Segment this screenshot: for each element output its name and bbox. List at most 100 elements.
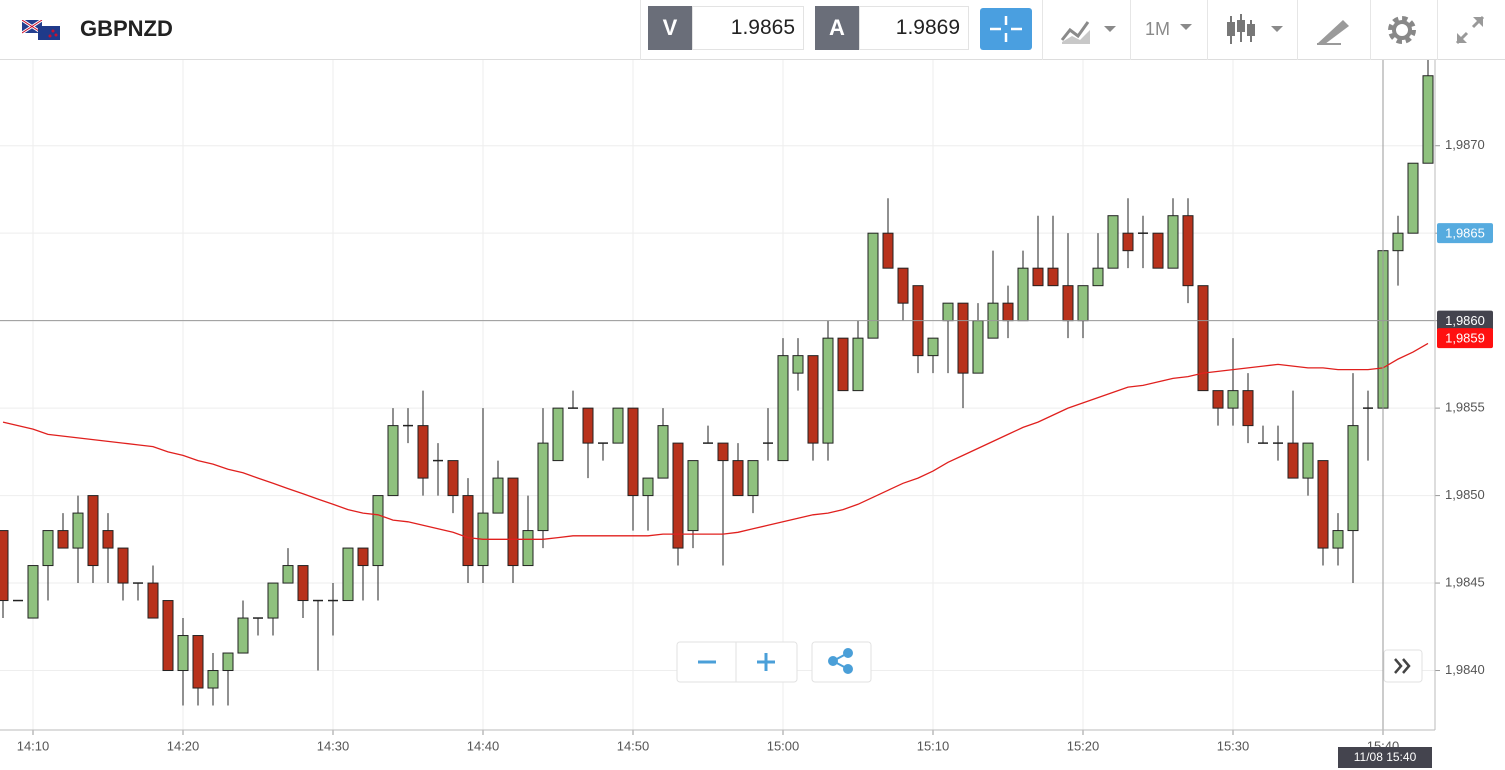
candle-body [387, 425, 399, 497]
separator [1130, 0, 1131, 60]
price-tag [1437, 310, 1493, 331]
candle-body [267, 582, 279, 619]
separator [1042, 0, 1043, 60]
x-tick-label: 15:00 [767, 738, 800, 753]
candle-body [1077, 285, 1089, 322]
candle-body [672, 442, 684, 549]
candle-body [1212, 390, 1224, 409]
candle-body [1032, 267, 1044, 287]
timeframe-button[interactable]: 1M [1145, 19, 1171, 39]
candle-body [1017, 267, 1029, 322]
candle-body [0, 530, 9, 602]
crosshair-button[interactable] [980, 8, 1032, 50]
candle-body [1227, 390, 1239, 409]
candle-body [1062, 285, 1074, 322]
crosshair-icon [990, 16, 1022, 42]
candle-body [1047, 267, 1059, 287]
over-layer: 1,9865 1,9860 1,9859 11/08 15:40 [0, 60, 1493, 768]
fullscreen-button[interactable] [1453, 13, 1487, 47]
time-tag [1338, 747, 1432, 768]
bid-label[interactable]: V [648, 6, 692, 50]
x-tick-label: 15:30 [1217, 738, 1250, 753]
candle-body [237, 617, 249, 654]
candle-body [882, 232, 894, 269]
candle-body [507, 477, 519, 567]
x-tick-label: 14:20 [167, 738, 200, 753]
share-icon [828, 648, 853, 674]
candle-body [927, 337, 939, 357]
double-chevron-icon [1394, 658, 1411, 674]
x-tick-label: 14:40 [467, 738, 500, 753]
ask-label[interactable]: A [815, 6, 859, 50]
price-tag-label: 1,9859 [1445, 331, 1485, 346]
candle-body [162, 600, 174, 672]
x-tick-label: 15:20 [1067, 738, 1100, 753]
price-tag [1437, 223, 1493, 244]
ask-price[interactable]: 1.9869 [859, 6, 969, 50]
candle-body [1347, 425, 1359, 532]
candle-body [102, 530, 114, 549]
candle-body [747, 460, 759, 497]
zoom-panel [676, 641, 798, 683]
candle-body [1302, 442, 1314, 479]
candle-style-button[interactable] [1225, 12, 1287, 48]
candle-body [207, 670, 219, 689]
separator [1370, 0, 1371, 60]
candle-body [897, 267, 909, 304]
candle-body [537, 442, 549, 532]
chart-type-button[interactable] [1058, 16, 1120, 46]
candle-body [27, 565, 39, 619]
scroll-end-button[interactable] [1383, 649, 1423, 683]
candle-body [1392, 232, 1404, 252]
candle-body [807, 355, 819, 444]
time-tag-label: 11/08 15:40 [1354, 750, 1417, 764]
y-tick-label: 1,9840 [1445, 662, 1485, 677]
price-tag [1437, 328, 1493, 349]
candle-body [1287, 442, 1299, 479]
ma-layer [2, 342, 1429, 540]
candle-body [117, 547, 129, 584]
x-tick-label: 14:50 [617, 738, 650, 753]
y-tick-label: 1,9850 [1445, 487, 1485, 502]
candle-body [492, 477, 504, 514]
y-tick-label: 1,9845 [1445, 574, 1485, 589]
candle-body [657, 425, 669, 479]
candle-body [837, 337, 849, 392]
price-tag-label: 1,9860 [1445, 313, 1485, 328]
price-tag-label: 1,9865 [1445, 226, 1485, 241]
candle-body [957, 302, 969, 374]
separator [1297, 0, 1298, 60]
candle-body [222, 652, 234, 672]
candle-body [1182, 215, 1194, 287]
candle-body [1422, 75, 1434, 164]
candle-body [942, 302, 954, 322]
drawing-tools-button[interactable] [1313, 14, 1353, 46]
candle-body [1197, 285, 1209, 392]
candle-body [192, 635, 204, 689]
candle-body [972, 320, 984, 374]
separator [1207, 0, 1208, 60]
candle-body [792, 355, 804, 374]
candle-body [1407, 162, 1419, 234]
candle-body [1242, 390, 1254, 427]
bid-price[interactable]: 1.9865 [692, 6, 804, 50]
candle-body [642, 477, 654, 497]
candle-body [1122, 232, 1134, 252]
candle-body [522, 530, 534, 567]
caret-icon [1180, 24, 1192, 30]
settings-button[interactable] [1385, 13, 1419, 47]
candle-body [1092, 267, 1104, 287]
share-button[interactable] [811, 641, 872, 683]
separator [640, 0, 641, 60]
candle-body [582, 407, 594, 444]
candle-body [447, 460, 459, 497]
y-tick-label: 1,9870 [1445, 137, 1485, 152]
candle-body [177, 635, 189, 672]
candle-body [867, 232, 879, 339]
toolbar: GBPNZD V 1.9865 A 1.9869 1M [0, 0, 1505, 60]
candle-body [462, 495, 474, 567]
candle-body [297, 565, 309, 602]
candle-body [1107, 215, 1119, 269]
